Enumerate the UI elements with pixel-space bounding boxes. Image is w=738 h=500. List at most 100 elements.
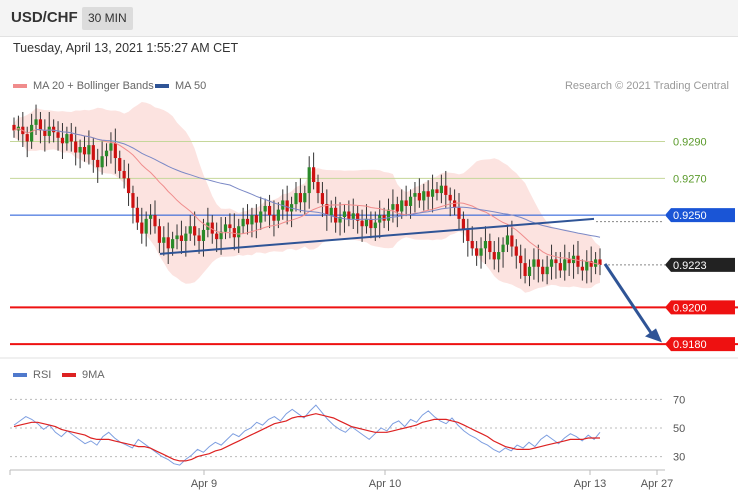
candle-body — [400, 200, 404, 212]
level-label-0: 0.9290 — [673, 136, 707, 148]
candle-body — [545, 266, 549, 275]
candle-body — [82, 146, 87, 155]
candle-body — [237, 226, 241, 238]
candle-body — [104, 150, 109, 157]
timeframe-button[interactable]: 30 MIN — [82, 7, 133, 30]
candle-body — [589, 261, 593, 267]
candle-body — [320, 193, 325, 205]
candle-body — [453, 200, 457, 208]
candle-body — [475, 248, 479, 256]
legend-item-rsi: RSI — [13, 369, 51, 381]
candle-body — [131, 193, 135, 208]
legend-item-9ma: 9MA — [62, 369, 105, 381]
candle-body — [532, 259, 536, 267]
candle-body — [483, 240, 488, 249]
candle-body — [364, 218, 369, 227]
candle-body — [417, 193, 421, 201]
candle-body — [210, 222, 214, 234]
candle-body — [457, 207, 461, 219]
rsi-tick-label-1: 50 — [673, 423, 685, 435]
legend-swatch-9ma — [62, 373, 76, 377]
level-tag-3 — [665, 257, 735, 272]
legend-swatch-rsi — [13, 373, 27, 377]
candle-body — [91, 145, 95, 160]
candle-body — [193, 226, 197, 236]
rsi-line — [13, 404, 601, 466]
candle-body — [25, 134, 29, 142]
candle-body — [254, 215, 258, 223]
candle-body — [307, 167, 311, 194]
candle-body — [245, 218, 250, 225]
candle-body — [263, 205, 267, 212]
candle-body — [219, 231, 223, 240]
candle-body — [439, 185, 443, 194]
ma20-line — [13, 128, 601, 265]
candle-body — [197, 235, 201, 241]
candle-body — [52, 126, 56, 133]
candle-body — [100, 156, 104, 168]
candle-body — [404, 200, 408, 206]
candle-body — [444, 185, 448, 195]
candle-body — [351, 213, 355, 219]
candle-body — [276, 209, 280, 221]
candle-body — [382, 215, 386, 221]
forecast-arrow-head — [645, 328, 662, 343]
candle-body — [175, 235, 179, 240]
candle-body — [144, 218, 148, 234]
candle-body — [430, 189, 435, 197]
candle-body — [342, 211, 347, 218]
trendline — [159, 217, 595, 255]
legend-item-ma50: MA 50 — [155, 80, 206, 92]
chart-toolbar: USD/CHF 30 MIN — [0, 0, 738, 37]
candle-body — [448, 194, 452, 201]
candle-body — [250, 215, 254, 225]
candle-body — [294, 193, 298, 205]
candle-body — [148, 215, 153, 219]
candle-body — [523, 263, 527, 276]
legend-label-rsi: RSI — [33, 369, 52, 381]
legend-label-9ma: 9MA — [82, 369, 105, 381]
candle-body — [171, 239, 175, 249]
candle-body — [514, 246, 518, 256]
candle-body — [166, 237, 170, 249]
candle-body — [34, 119, 38, 125]
candle-body — [567, 259, 571, 264]
candle-body — [541, 266, 545, 275]
candle-body — [316, 182, 320, 194]
candle-body — [563, 259, 567, 271]
candle-body — [312, 167, 316, 183]
candle-body — [153, 215, 157, 227]
candle-body — [510, 235, 514, 247]
candle-body — [135, 207, 139, 223]
candle-body — [505, 235, 510, 245]
candle-body — [179, 235, 184, 241]
x-tick-label-1: Apr 10 — [369, 478, 401, 490]
legend-label-ma50: MA 50 — [175, 80, 207, 92]
candle-body — [30, 124, 34, 142]
candle-body — [69, 134, 73, 142]
candle-body — [298, 193, 302, 203]
candle-body — [126, 178, 131, 194]
candle-body — [413, 193, 417, 197]
candle-body — [422, 191, 426, 201]
candle-body — [38, 119, 43, 131]
forecast-arrow-shaft — [603, 263, 654, 336]
rsi-tick-label-2: 70 — [673, 394, 685, 406]
candle-body — [241, 218, 245, 227]
candle-body — [285, 200, 289, 212]
candle-body — [56, 132, 60, 138]
candle-body — [369, 218, 373, 229]
candle-body — [325, 204, 329, 216]
level-label-2: 0.9250 — [673, 210, 707, 222]
currency-pair-title: USD/CHF — [11, 9, 78, 26]
candle-body — [470, 240, 474, 249]
candle-body — [223, 224, 228, 232]
x-tick-label-0: Apr 9 — [191, 478, 217, 490]
candle-body — [162, 237, 166, 243]
candle-body — [347, 211, 351, 219]
candle-body — [549, 259, 554, 267]
candle-body — [576, 255, 580, 267]
candle-body — [267, 205, 272, 216]
candle-body — [492, 252, 496, 260]
